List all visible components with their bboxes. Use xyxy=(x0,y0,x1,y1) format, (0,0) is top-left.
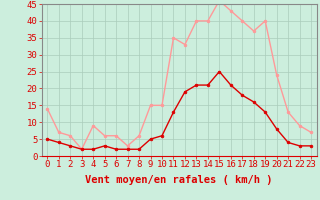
X-axis label: Vent moyen/en rafales ( km/h ): Vent moyen/en rafales ( km/h ) xyxy=(85,175,273,185)
